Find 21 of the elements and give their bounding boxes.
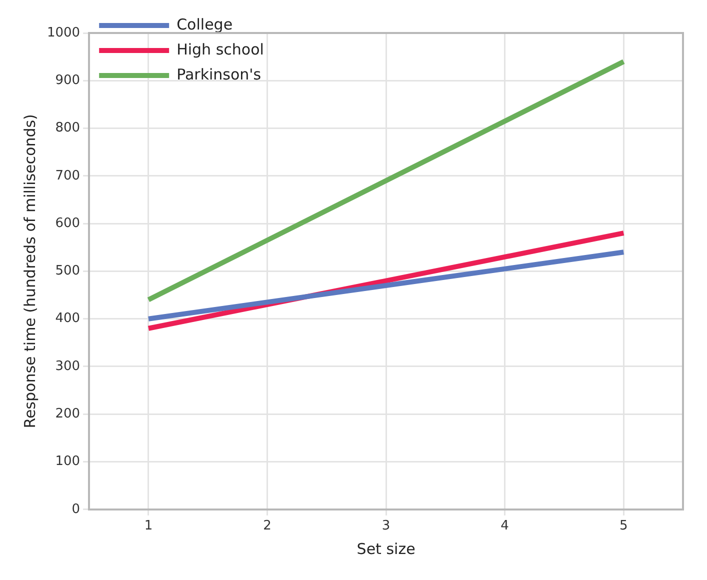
x-tick-label: 3 (382, 518, 390, 534)
legend-label: Parkinson's (176, 65, 262, 84)
y-tick-label: 500 (55, 264, 80, 279)
y-tick-label: 300 (55, 358, 80, 374)
y-tick-label: 200 (55, 406, 80, 422)
y-tick-label: 100 (55, 454, 80, 470)
legend-label: College (176, 15, 233, 34)
y-tick-label: 700 (55, 168, 80, 184)
x-axis-title: Set size (356, 540, 416, 558)
y-tick-label: 900 (55, 73, 80, 88)
y-tick-label: 400 (55, 311, 80, 326)
y-tick-label: 600 (55, 216, 80, 231)
legend-label: High school (176, 40, 264, 58)
y-tick-label: 800 (55, 120, 80, 136)
x-tick-label: 1 (144, 518, 153, 534)
x-tick-label: 4 (500, 518, 509, 534)
x-tick-label: 2 (263, 518, 272, 534)
y-axis-title: Response time (hundreds of milliseconds) (20, 114, 39, 428)
y-tick-label: 0 (72, 502, 80, 517)
y-tick-label: 1000 (46, 25, 80, 40)
x-tick-label: 5 (619, 518, 628, 534)
